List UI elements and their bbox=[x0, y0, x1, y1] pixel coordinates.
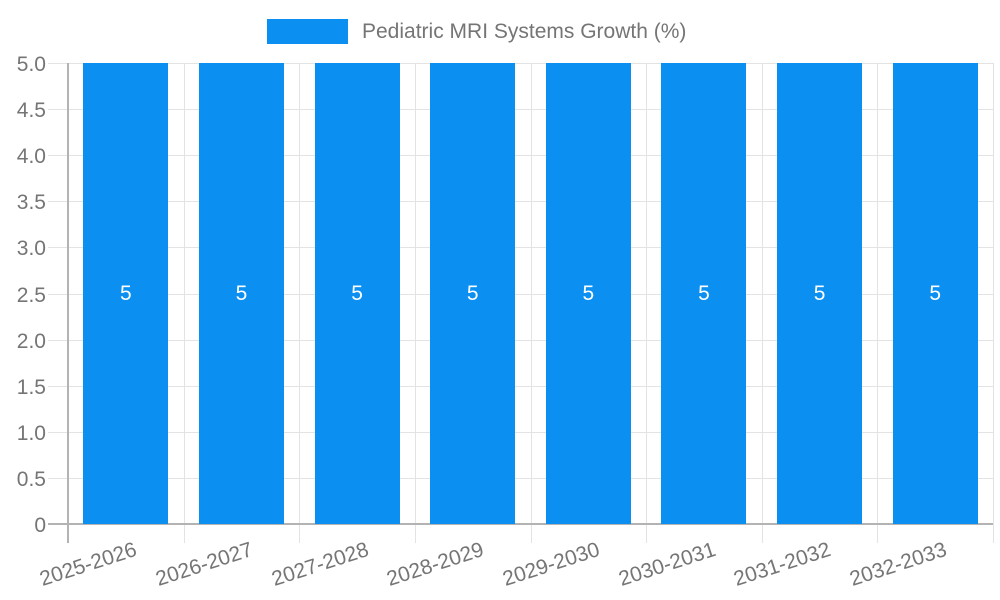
x-tick-label: 2028-2029 bbox=[384, 538, 487, 591]
y-tick-label: 3.5 bbox=[16, 191, 46, 215]
bar-2027-2028 bbox=[314, 63, 400, 524]
legend-swatch bbox=[267, 19, 348, 44]
gridline-horizontal bbox=[48, 339, 993, 341]
bar-2030-2031 bbox=[661, 63, 747, 524]
gridline-horizontal bbox=[48, 155, 993, 157]
x-axis-line bbox=[48, 523, 993, 525]
y-tick-label: 4.0 bbox=[16, 145, 46, 169]
gridline-vertical bbox=[646, 63, 648, 543]
y-tick-label: 2.0 bbox=[16, 329, 46, 353]
y-tick-label: 0 bbox=[34, 514, 46, 537]
gridline-vertical bbox=[877, 63, 879, 543]
y-tick-label: 0.5 bbox=[16, 467, 46, 491]
gridline-vertical bbox=[299, 63, 301, 543]
bar-value-label: 5 bbox=[582, 281, 595, 305]
x-tick-label: 2025-2026 bbox=[37, 538, 140, 591]
bar-value-label: 5 bbox=[235, 281, 248, 305]
gridline-vertical bbox=[414, 63, 416, 543]
gridline-horizontal bbox=[48, 293, 993, 295]
y-tick-label: 2.5 bbox=[16, 283, 46, 307]
y-tick-label: 3.0 bbox=[16, 237, 46, 261]
legend-item[interactable]: Pediatric MRI Systems Growth (%) bbox=[267, 19, 686, 44]
gridline-vertical bbox=[530, 63, 532, 543]
bar-value-label: 5 bbox=[466, 281, 479, 305]
bar-2029-2030 bbox=[545, 63, 631, 524]
x-tick-label: 2027-2028 bbox=[268, 538, 372, 591]
x-tick-label: 2029-2030 bbox=[499, 538, 603, 591]
bar-value-label: 5 bbox=[351, 281, 363, 305]
bar-2028-2029 bbox=[430, 63, 516, 524]
bar-2032-2033 bbox=[892, 63, 978, 524]
gridline-horizontal bbox=[48, 63, 993, 64]
x-tick-label: 2026-2027 bbox=[152, 538, 256, 591]
y-tick-label: 1.0 bbox=[16, 421, 46, 445]
x-tick-label: 2030-2031 bbox=[615, 538, 719, 591]
bar-value-label: 5 bbox=[929, 281, 942, 305]
y-tick-label: 1.5 bbox=[16, 375, 46, 399]
legend-label: Pediatric MRI Systems Growth (%) bbox=[362, 20, 687, 43]
y-tick-label: 4.5 bbox=[16, 99, 46, 123]
gridline-vertical bbox=[993, 63, 994, 543]
y-axis-line bbox=[67, 63, 69, 543]
x-tick-label: 2032-2033 bbox=[846, 538, 950, 591]
y-tick-label: 5.0 bbox=[16, 53, 46, 76]
gridline-vertical bbox=[761, 63, 763, 543]
gridline-horizontal bbox=[48, 109, 993, 111]
gridline-vertical bbox=[183, 63, 185, 543]
bar-value-label: 5 bbox=[813, 281, 826, 305]
bar-2026-2027 bbox=[198, 63, 284, 524]
gridline-horizontal bbox=[48, 477, 993, 479]
x-tick-label: 2031-2032 bbox=[731, 538, 834, 591]
gridline-horizontal bbox=[48, 385, 993, 387]
bar-2031-2032 bbox=[777, 63, 863, 524]
bar-value-label: 5 bbox=[119, 281, 132, 305]
bar-2025-2026 bbox=[83, 63, 169, 524]
gridline-horizontal bbox=[48, 431, 993, 433]
bar-value-label: 5 bbox=[698, 281, 710, 305]
gridline-horizontal bbox=[48, 247, 993, 249]
gridline-horizontal bbox=[48, 201, 993, 203]
